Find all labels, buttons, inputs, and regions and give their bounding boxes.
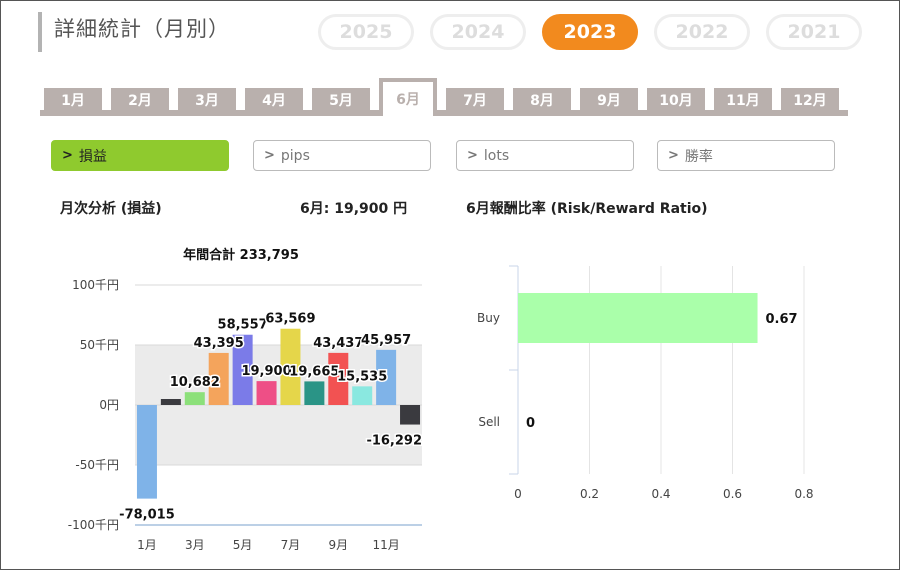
data-label-5月: 58,557 bbox=[218, 318, 268, 333]
bar-11月 bbox=[376, 349, 397, 405]
chevron-right-icon: > bbox=[62, 148, 73, 163]
tab-month-3[interactable]: 3月 bbox=[178, 88, 236, 112]
bar-6月 bbox=[256, 381, 277, 405]
category-label-sell: Sell bbox=[478, 415, 500, 429]
y-tick-label: 50千円 bbox=[80, 338, 119, 352]
year-button-2021[interactable]: 2021 bbox=[766, 14, 862, 50]
x-tick-label: 11月 bbox=[372, 538, 399, 552]
category-label-buy: Buy bbox=[477, 311, 500, 325]
x-tick-label: 0.8 bbox=[794, 487, 813, 501]
bar-3月 bbox=[184, 392, 205, 405]
data-label-3月: 10,682 bbox=[170, 375, 220, 390]
tab-month-6[interactable]: 6月 bbox=[379, 78, 437, 116]
y-tick-label: 0円 bbox=[99, 398, 119, 412]
y-tick-label: 100千円 bbox=[72, 278, 119, 292]
tab-month-10[interactable]: 10月 bbox=[647, 88, 705, 112]
data-label-11月: 45,957 bbox=[361, 333, 411, 348]
bar-7月 bbox=[280, 328, 301, 405]
y-tick-label: -50千円 bbox=[75, 458, 119, 472]
year-selector: 2025 2024 2023 2022 2021 bbox=[318, 14, 862, 50]
chart-title: 年間合計 233,795 bbox=[183, 247, 299, 263]
data-label-9月: 43,437 bbox=[313, 336, 363, 351]
bar-10月 bbox=[352, 386, 373, 405]
metric-label: 勝率 bbox=[684, 148, 713, 165]
x-tick-label: 0.2 bbox=[580, 487, 599, 501]
metric-button-pips[interactable]: > pips bbox=[253, 140, 431, 171]
metric-label: 損益 bbox=[78, 148, 107, 165]
bar-12月 bbox=[400, 405, 421, 425]
tab-month-4[interactable]: 4月 bbox=[245, 88, 303, 112]
year-button-2023[interactable]: 2023 bbox=[542, 14, 638, 50]
tab-month-12[interactable]: 12月 bbox=[781, 88, 839, 112]
bar-8月 bbox=[304, 381, 325, 405]
year-button-2024[interactable]: 2024 bbox=[430, 14, 526, 50]
data-label-8月: 19,665 bbox=[289, 364, 339, 379]
x-tick-label: 9月 bbox=[328, 538, 348, 552]
data-label-12月: -16,292 bbox=[366, 434, 422, 449]
metric-button-winrate[interactable]: > 勝率 bbox=[657, 140, 835, 171]
x-tick-label: 3月 bbox=[185, 538, 205, 552]
year-button-2022[interactable]: 2022 bbox=[654, 14, 750, 50]
data-label-buy: 0.67 bbox=[766, 312, 798, 327]
x-tick-label: 7月 bbox=[281, 538, 301, 552]
x-tick-label: 0.6 bbox=[723, 487, 742, 501]
metric-label: lots bbox=[483, 147, 510, 164]
bar-9月 bbox=[328, 352, 349, 405]
bar-4月 bbox=[208, 352, 229, 405]
month-tabs: 1月 2月 3月 4月 5月 6月 7月 8月 9月 10月 11月 12月 bbox=[40, 78, 848, 116]
x-tick-label: 0.4 bbox=[651, 487, 670, 501]
year-button-2025[interactable]: 2025 bbox=[318, 14, 414, 50]
data-label-6月: 19,900 bbox=[241, 364, 291, 379]
chevron-right-icon: > bbox=[668, 148, 679, 163]
tab-month-1[interactable]: 1月 bbox=[44, 88, 102, 112]
tab-month-7[interactable]: 7月 bbox=[446, 88, 504, 112]
monthly-analysis-title: 月次分析 (損益) bbox=[60, 201, 162, 217]
bar-5月 bbox=[232, 334, 253, 405]
chevron-right-icon: > bbox=[467, 148, 478, 163]
tab-month-8[interactable]: 8月 bbox=[513, 88, 571, 112]
tab-month-5[interactable]: 5月 bbox=[312, 88, 370, 112]
tab-month-9[interactable]: 9月 bbox=[580, 88, 638, 112]
data-label-4月: 43,395 bbox=[194, 336, 244, 351]
bar-1月 bbox=[136, 405, 157, 499]
tab-month-2[interactable]: 2月 bbox=[111, 88, 169, 112]
month-summary: 6月: 19,900 円 bbox=[300, 201, 408, 217]
data-label-7月: 63,569 bbox=[265, 312, 315, 327]
data-label-1月: -78,015 bbox=[119, 508, 175, 523]
metric-label: pips bbox=[280, 147, 310, 164]
x-tick-label: 1月 bbox=[137, 538, 157, 552]
page-title: 詳細統計（月別） bbox=[54, 17, 230, 41]
data-label-10月: 15,535 bbox=[337, 369, 387, 384]
x-tick-label: 0 bbox=[514, 487, 522, 501]
page-header: 詳細統計（月別） bbox=[38, 12, 230, 52]
metric-button-pnl[interactable]: > 損益 bbox=[51, 140, 229, 171]
chevron-right-icon: > bbox=[264, 148, 275, 163]
x-tick-label: 5月 bbox=[233, 538, 253, 552]
bar-2月 bbox=[160, 399, 181, 405]
metric-button-lots[interactable]: > lots bbox=[456, 140, 634, 171]
risk-reward-title: 6月報酬比率 (Risk/Reward Ratio) bbox=[466, 201, 708, 217]
data-label-sell: 0 bbox=[526, 416, 535, 431]
month-tabs-baseline bbox=[40, 110, 848, 116]
tab-month-11[interactable]: 11月 bbox=[714, 88, 772, 112]
bar-buy bbox=[518, 293, 758, 343]
y-tick-label: -100千円 bbox=[68, 518, 119, 532]
